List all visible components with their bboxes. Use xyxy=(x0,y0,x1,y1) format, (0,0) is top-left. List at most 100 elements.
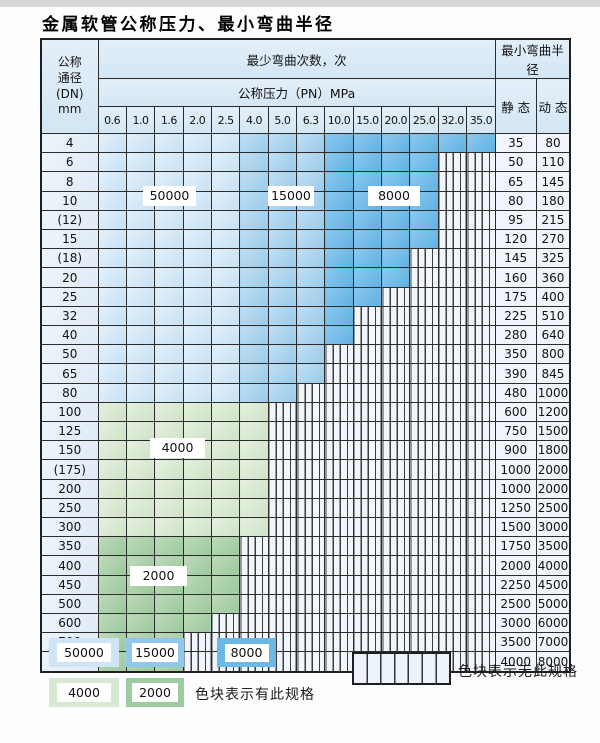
dn-line-3: (DN) xyxy=(55,86,84,101)
spec-available-cell xyxy=(154,593,184,615)
table-row: 600 3000 6000 xyxy=(40,613,571,634)
spec-available-cell xyxy=(381,152,411,173)
static-radius-cell: 1000 xyxy=(494,459,537,480)
spec-available-cell xyxy=(324,209,354,231)
spec-available-cell xyxy=(324,325,354,346)
spec-available-cell xyxy=(182,132,212,154)
spec-unavailable-cell xyxy=(381,344,411,365)
spec-unavailable-cell xyxy=(352,517,383,538)
spec-available-cell xyxy=(381,209,411,231)
spec-unavailable-cell xyxy=(296,536,326,557)
spec-available-cell xyxy=(267,267,298,288)
spec-available-cell xyxy=(239,209,269,231)
dn-cell: (18) xyxy=(40,248,99,269)
spec-unavailable-cell xyxy=(466,248,496,269)
spec-unavailable-cell xyxy=(352,440,383,461)
spec-unavailable-cell xyxy=(466,267,496,288)
spec-unavailable-cell xyxy=(239,613,269,634)
spec-available-cell xyxy=(125,382,156,403)
dn-cell: 32 xyxy=(40,305,99,327)
spec-available-cell xyxy=(97,440,127,461)
legend-swatch-8000: 8000 xyxy=(217,638,276,667)
dn-cell: 600 xyxy=(40,613,99,634)
spec-unavailable-cell xyxy=(466,152,496,173)
dynamic-radius-cell: 325 xyxy=(535,248,571,269)
spec-available-cell xyxy=(182,152,212,173)
spec-unavailable-cell xyxy=(409,440,439,461)
spec-available-cell xyxy=(324,132,354,154)
spec-unavailable-cell xyxy=(409,536,439,557)
dynamic-column-header: 动 态 xyxy=(535,78,571,134)
spec-unavailable-cell xyxy=(409,478,439,499)
spec-available-cell xyxy=(352,286,383,307)
spec-available-cell xyxy=(125,344,156,365)
spec-available-cell xyxy=(324,248,354,269)
spec-available-cell xyxy=(239,478,269,499)
spec-unavailable-cell xyxy=(296,555,326,576)
spec-unavailable-cell xyxy=(466,459,496,480)
spec-available-cell xyxy=(239,363,269,384)
table-row: 450 2250 4500 xyxy=(40,574,571,595)
spec-unavailable-cell xyxy=(381,401,411,423)
spec-unavailable-cell xyxy=(324,555,354,576)
spec-unavailable-cell xyxy=(466,440,496,461)
spec-unavailable-cell xyxy=(182,651,212,673)
dynamic-radius-cell: 8000 xyxy=(535,651,571,673)
spec-available-cell xyxy=(154,401,184,423)
spec-unavailable-cell xyxy=(239,555,269,576)
spec-unavailable-cell xyxy=(437,593,468,615)
spec-available-cell xyxy=(210,382,241,403)
spec-available-cell xyxy=(125,497,156,519)
spec-unavailable-cell xyxy=(466,344,496,365)
table-row: 65 390 845 xyxy=(40,363,571,384)
pressure-header-cell: 15.0 xyxy=(352,106,383,134)
spec-available-cell xyxy=(182,286,212,307)
spec-unavailable-cell xyxy=(381,613,411,634)
header-row-1: 公称 通径 (DN) mm 最少弯曲次数，次 最小弯曲半径 xyxy=(40,38,571,134)
spec-available-cell xyxy=(182,459,212,480)
spec-available-cell xyxy=(97,152,127,173)
spec-unavailable-cell xyxy=(324,613,354,634)
table-row: 32 225 510 xyxy=(40,305,571,327)
pressure-header-cell: 35.0 xyxy=(466,106,496,134)
spec-available-cell xyxy=(267,132,298,154)
spec-unavailable-cell xyxy=(381,440,411,461)
spec-available-cell xyxy=(182,325,212,346)
spec-available-cell xyxy=(210,517,241,538)
dn-column-header: 公称 通径 (DN) mm xyxy=(40,38,99,134)
spec-unavailable-cell xyxy=(352,593,383,615)
spec-unavailable-cell xyxy=(381,536,411,557)
spec-available-cell xyxy=(125,267,156,288)
dynamic-radius-cell: 845 xyxy=(535,363,571,384)
dn-cell: 50 xyxy=(40,344,99,365)
spec-available-cell xyxy=(239,190,269,211)
dn-cell: 200 xyxy=(40,478,99,499)
spec-available-cell xyxy=(97,517,127,538)
spec-unavailable-cell xyxy=(352,344,383,365)
spec-available-cell xyxy=(97,190,127,211)
spec-available-cell xyxy=(239,132,269,154)
spec-available-cell xyxy=(125,132,156,154)
static-radius-cell: 65 xyxy=(494,171,537,192)
spec-unavailable-cell xyxy=(437,382,468,403)
spec-unavailable-cell xyxy=(409,248,439,269)
dn-cell: 80 xyxy=(40,382,99,403)
spec-available-cell xyxy=(154,267,184,288)
spec-unavailable-cell xyxy=(466,497,496,519)
spec-available-cell xyxy=(182,248,212,269)
spec-available-cell xyxy=(125,536,156,557)
spec-unavailable-cell xyxy=(324,459,354,480)
table-row: 25 175 400 xyxy=(40,286,571,307)
spec-unavailable-cell xyxy=(409,593,439,615)
spec-unavailable-cell xyxy=(437,478,468,499)
spec-available-cell xyxy=(267,248,298,269)
table-row: 70035007000 xyxy=(40,632,571,653)
pressure-header-cell: 1.0 xyxy=(125,106,156,134)
dynamic-radius-cell: 640 xyxy=(535,325,571,346)
spec-unavailable-cell xyxy=(466,574,496,595)
spec-unavailable-cell xyxy=(437,171,468,192)
spec-available-cell xyxy=(296,248,326,269)
spec-available-cell xyxy=(182,305,212,327)
spec-available-cell xyxy=(182,382,212,403)
spec-unavailable-cell xyxy=(466,593,496,615)
